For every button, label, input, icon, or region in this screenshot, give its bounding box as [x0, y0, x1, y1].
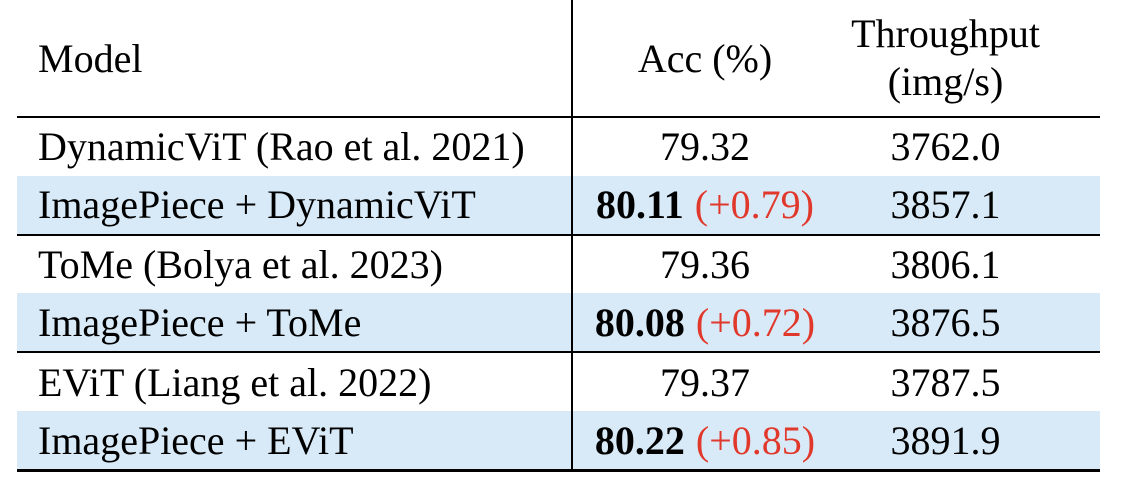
acc-cell: 80.08 (+0.72): [573, 293, 837, 351]
throughput-cell: 3857.1: [837, 176, 1100, 234]
throughput-cell: 3876.5: [837, 293, 1100, 351]
acc-value: 80.11: [596, 182, 684, 228]
model-column-header: Model: [17, 0, 573, 116]
acc-delta: (+0.79): [694, 182, 814, 228]
table-row: ImagePiece + ToMe 80.08 (+0.72) 3876.5: [17, 293, 1100, 354]
throughput-value: 3787.5: [890, 359, 1001, 405]
acc-delta: (+0.85): [695, 417, 816, 463]
acc-cell: 79.32: [573, 118, 837, 176]
throughput-cell: 3806.1: [837, 236, 1100, 294]
model-name: ImagePiece + DynamicViT: [38, 182, 476, 228]
model-name: ImagePiece + ToMe: [38, 299, 362, 345]
acc-cell: 79.36: [573, 236, 837, 294]
table-row: ImagePiece + EViT 80.22 (+0.85) 3891.9: [17, 411, 1100, 469]
results-table: Model Acc (%) Throughput (img/s) Dynamic…: [17, 0, 1100, 472]
acc-cell: 80.22 (+0.85): [573, 411, 837, 469]
acc-header-label: Acc (%): [637, 35, 773, 81]
model-name: EViT (Liang et al. 2022): [38, 359, 432, 405]
model-name: ImagePiece + EViT: [38, 417, 354, 463]
model-header-label: Model: [38, 35, 143, 81]
table-body: DynamicViT (Rao et al. 2021) 79.32 3762.…: [17, 118, 1100, 469]
model-cell: EViT (Liang et al. 2022): [17, 353, 573, 412]
model-name: ToMe (Bolya et al. 2023): [38, 242, 443, 288]
throughput-cell: 3787.5: [837, 353, 1100, 411]
acc-value: 79.36: [660, 242, 750, 288]
acc-value: 79.32: [660, 124, 750, 170]
acc-column-header: Acc (%): [573, 0, 837, 116]
acc-value: 79.37: [660, 359, 750, 405]
throughput-header-unit: (img/s): [887, 59, 1004, 104]
throughput-value: 3857.1: [890, 182, 1001, 228]
acc-cell: 80.11 (+0.79): [573, 176, 837, 234]
model-cell: ImagePiece + EViT: [17, 411, 573, 469]
throughput-cell: 3891.9: [837, 411, 1100, 469]
table-row: EViT (Liang et al. 2022) 79.37 3787.5: [17, 353, 1100, 412]
acc-value: 80.22: [594, 417, 685, 463]
throughput-value: 3806.1: [890, 242, 1001, 288]
table-row: DynamicViT (Rao et al. 2021) 79.32 3762.…: [17, 118, 1100, 176]
acc-cell: 79.37: [573, 353, 837, 411]
table-header-row: Model Acc (%) Throughput (img/s): [17, 0, 1100, 118]
throughput-cell: 3762.0: [837, 118, 1100, 176]
table-row: ImagePiece + DynamicViT 80.11 (+0.79) 38…: [17, 175, 1100, 236]
model-name: DynamicViT (Rao et al. 2021): [38, 124, 525, 170]
acc-value: 80.08: [594, 299, 685, 345]
model-cell: ImagePiece + ToMe: [17, 293, 573, 352]
table-row: ToMe (Bolya et al. 2023) 79.36 3806.1: [17, 235, 1100, 294]
throughput-column-header: Throughput (img/s): [837, 0, 1100, 116]
model-cell: ToMe (Bolya et al. 2023): [17, 235, 573, 294]
throughput-header-label: Throughput: [851, 11, 1040, 56]
model-cell: ImagePiece + DynamicViT: [17, 175, 573, 234]
throughput-value: 3876.5: [890, 299, 1001, 345]
model-cell: DynamicViT (Rao et al. 2021): [17, 118, 573, 176]
throughput-value: 3891.9: [890, 417, 1001, 463]
throughput-value: 3762.0: [890, 124, 1001, 170]
acc-delta: (+0.72): [695, 299, 816, 345]
